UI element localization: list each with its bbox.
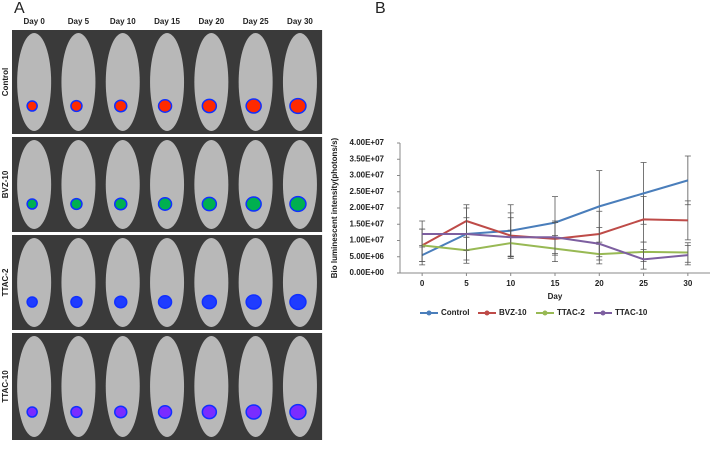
signal-spot [157,99,173,113]
signal-spot [201,98,218,114]
mouse-image [238,238,273,327]
group-label: BVZ-10 [1,170,10,198]
mouse-image [194,238,229,327]
x-axis-label: Day [548,292,563,301]
signal-spot [114,197,128,211]
signal-spot [201,404,218,420]
mouse-image [105,238,140,327]
y-tick-label: 0.00E+00 [350,268,385,277]
panel-label: A [14,0,25,17]
day-label: Day 20 [198,17,224,26]
legend-marker [542,310,548,316]
signal-spot [157,197,173,211]
mouse-image [238,140,273,229]
day-label: Day 15 [154,17,180,26]
legend-label: TTAC-10 [615,308,648,317]
signal-spot [26,100,38,112]
y-tick-label: 2.00E+07 [350,203,385,212]
y-tick-label: 1.50E+07 [350,219,385,228]
y-axis-label: Bio luminescent intensity(photons/s) [330,137,339,278]
signal-spot [157,405,173,419]
y-tick-label: 5.00E+06 [350,252,385,261]
mouse-image [282,336,317,437]
mouse-image [282,33,317,131]
x-tick-label: 10 [506,279,515,288]
mouse-image [105,336,140,437]
mouse-image [238,33,273,131]
signal-spot [70,197,83,211]
signal-spot [114,295,128,309]
group-label: TTAC-10 [1,370,10,403]
legend-label: TTAC-2 [557,308,585,317]
signal-spot [245,404,262,420]
x-tick-label: 25 [639,279,648,288]
mouse-image [17,336,52,437]
signal-spot [70,99,83,113]
y-tick-label: 2.50E+07 [350,187,385,196]
day-label: Day 10 [110,17,136,26]
mouse-image [238,336,273,437]
mouse-image [282,238,317,327]
y-tick-label: 1.00E+07 [350,236,385,245]
mouse-image [150,238,185,327]
signal-spot [245,196,262,212]
mouse-image [150,140,185,229]
legend-marker [600,310,606,316]
x-tick-label: 5 [464,279,469,288]
mouse-image [105,33,140,131]
day-label: Day 30 [287,17,313,26]
signal-spot [289,195,307,213]
signal-spot [201,196,218,212]
signal-spot [70,295,83,309]
signal-spot [26,198,38,210]
mouse-image [17,33,52,131]
mouse-image [194,33,229,131]
signal-spot [245,294,262,310]
y-tick-label: 3.00E+07 [350,171,385,180]
legend-marker [484,310,490,316]
mouse-image [150,336,185,437]
signal-spot [26,296,38,308]
signal-spot [114,405,128,419]
day-label: Day 0 [23,17,45,26]
signal-spot [157,295,173,309]
mouse-image [282,140,317,229]
mouse-image [61,33,96,131]
mouse-image [194,140,229,229]
x-tick-label: 15 [551,279,560,288]
signal-spot [289,97,307,115]
signal-spot [289,403,307,421]
series-line [422,233,688,261]
mouse-image [17,238,52,327]
mouse-image [61,336,96,437]
mouse-image [61,140,96,229]
x-tick-label: 30 [683,279,692,288]
y-tick-label: 3.50E+07 [350,154,385,163]
mouse-image [17,140,52,229]
day-label: Day 5 [68,17,90,26]
signal-spot [245,98,262,114]
signal-spot [114,99,128,113]
legend-label: Control [441,308,469,317]
signal-spot [289,293,307,311]
group-label: Control [1,68,10,96]
day-label: Day 25 [243,17,269,26]
signal-spot [26,406,38,418]
mouse-image [194,336,229,437]
x-tick-label: 0 [420,279,425,288]
legend-label: BVZ-10 [499,308,527,317]
y-tick-label: 4.00E+07 [350,138,385,147]
mouse-image [150,33,185,131]
group-label: TTAC-2 [1,268,10,296]
signal-spot [201,294,218,310]
signal-spot [70,405,83,419]
panel-label: B [375,0,386,17]
mouse-image [61,238,96,327]
legend-marker [426,310,432,316]
mouse-image [105,140,140,229]
x-tick-label: 20 [595,279,604,288]
